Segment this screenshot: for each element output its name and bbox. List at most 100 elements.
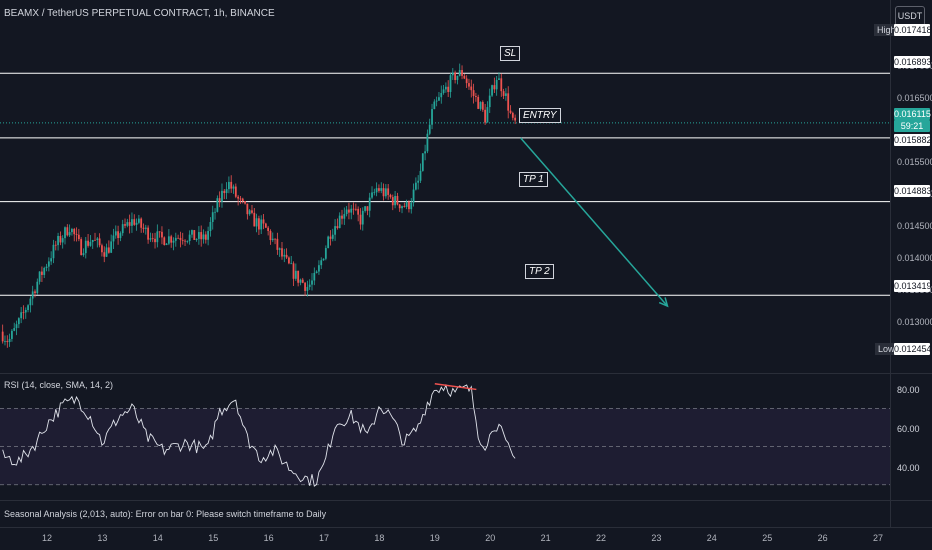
bull-candle [438, 97, 440, 101]
time-tick: 21 [541, 533, 551, 543]
bull-candle [4, 341, 6, 342]
high-price-box: 0.017418 [894, 24, 932, 36]
bear-candle [285, 254, 288, 258]
bear-candle [179, 237, 182, 240]
bull-candle [119, 233, 122, 239]
bull-candle [96, 238, 99, 241]
time-tick: 19 [430, 533, 440, 543]
bull-candle [110, 241, 113, 253]
sl-annotation[interactable]: SL [500, 46, 521, 61]
bear-candle [73, 228, 76, 235]
bull-candle [17, 318, 20, 325]
time-tick: 23 [651, 533, 661, 543]
rsi-tick-60: 60.00 [897, 424, 920, 434]
bear-candle [507, 93, 510, 111]
tp2-annotation[interactable]: TP 2 [525, 264, 554, 279]
bull-candle [426, 133, 429, 152]
bull-candle [105, 247, 108, 257]
time-tick: 17 [319, 533, 329, 543]
bull-candle [361, 210, 364, 225]
bear-candle [128, 222, 131, 226]
bear-candle [154, 238, 156, 243]
bull-candle [225, 189, 228, 193]
bear-candle [408, 201, 410, 210]
bull-candle [52, 244, 55, 259]
bull-candle [216, 198, 219, 212]
bear-candle [382, 188, 385, 197]
bull-candle [91, 239, 94, 242]
bull-candle [167, 236, 170, 244]
bear-candle [292, 263, 295, 279]
bear-candle [177, 237, 180, 239]
bull-candle [114, 231, 117, 236]
bear-candle [389, 194, 392, 198]
bear-candle [161, 231, 163, 238]
bear-candle [509, 110, 512, 113]
bull-candle [498, 78, 500, 80]
bear-candle [241, 198, 244, 202]
bull-candle [343, 214, 346, 219]
entry-annotation[interactable]: ENTRY [519, 108, 561, 123]
bear-candle [262, 219, 265, 224]
tp1-annotation[interactable]: TP 1 [519, 172, 548, 187]
seasonal-analysis-status: Seasonal Analysis (2,013, auto): Error o… [4, 509, 327, 519]
bear-candle [244, 201, 246, 204]
bear-candle [77, 234, 80, 240]
bar-countdown: 59:21 [894, 120, 930, 132]
bear-candle [329, 236, 332, 239]
bull-candle [61, 238, 64, 243]
time-tick: 26 [818, 533, 828, 543]
bear-candle [359, 214, 362, 225]
bear-candle [474, 96, 477, 97]
bull-candle [435, 100, 438, 102]
bull-candle [308, 284, 311, 287]
bear-candle [251, 210, 253, 213]
bear-candle [461, 70, 463, 76]
bull-candle [414, 182, 417, 190]
bull-candle [64, 227, 66, 239]
entry-price-box: 0.015882 [894, 134, 932, 146]
bull-candle [214, 211, 216, 213]
bull-candle [255, 218, 258, 227]
bull-candle [433, 101, 436, 110]
bull-candle [89, 241, 92, 246]
tp2-price-box: 0.013419 [894, 280, 932, 292]
bull-candle [202, 234, 205, 240]
bull-candle [424, 151, 427, 154]
bull-candle [156, 231, 159, 243]
bull-candle [191, 230, 193, 235]
bear-candle [1, 331, 4, 342]
bull-candle [338, 215, 341, 229]
bull-candle [197, 232, 200, 239]
bull-candle [405, 201, 408, 207]
bull-candle [350, 208, 353, 213]
bull-candle [15, 324, 18, 329]
bull-candle [324, 248, 327, 259]
time-tick: 18 [374, 533, 384, 543]
bull-candle [227, 181, 230, 190]
bear-candle [267, 227, 270, 231]
symbol-title: BEAMX / TetherUS PERPETUAL CONTRACT, 1h,… [4, 8, 275, 19]
bull-candle [248, 210, 251, 215]
bull-candle [488, 95, 491, 108]
bear-candle [276, 238, 279, 250]
currency-button[interactable]: USDT [895, 6, 925, 26]
rsi-line [2, 383, 516, 487]
bull-candle [221, 190, 223, 202]
bull-candle [149, 238, 152, 240]
bull-candle [43, 267, 46, 275]
bear-candle [378, 188, 380, 191]
bear-candle [274, 238, 276, 240]
bear-candle [239, 198, 242, 200]
bear-candle [484, 109, 487, 123]
bear-candle [237, 196, 240, 199]
bear-candle [151, 238, 154, 240]
bear-candle [98, 238, 101, 246]
bear-candle [193, 230, 196, 240]
bear-candle [204, 234, 207, 240]
bull-candle [137, 218, 140, 223]
bear-candle [59, 235, 62, 243]
bull-candle [232, 186, 235, 189]
bear-candle [22, 312, 25, 314]
